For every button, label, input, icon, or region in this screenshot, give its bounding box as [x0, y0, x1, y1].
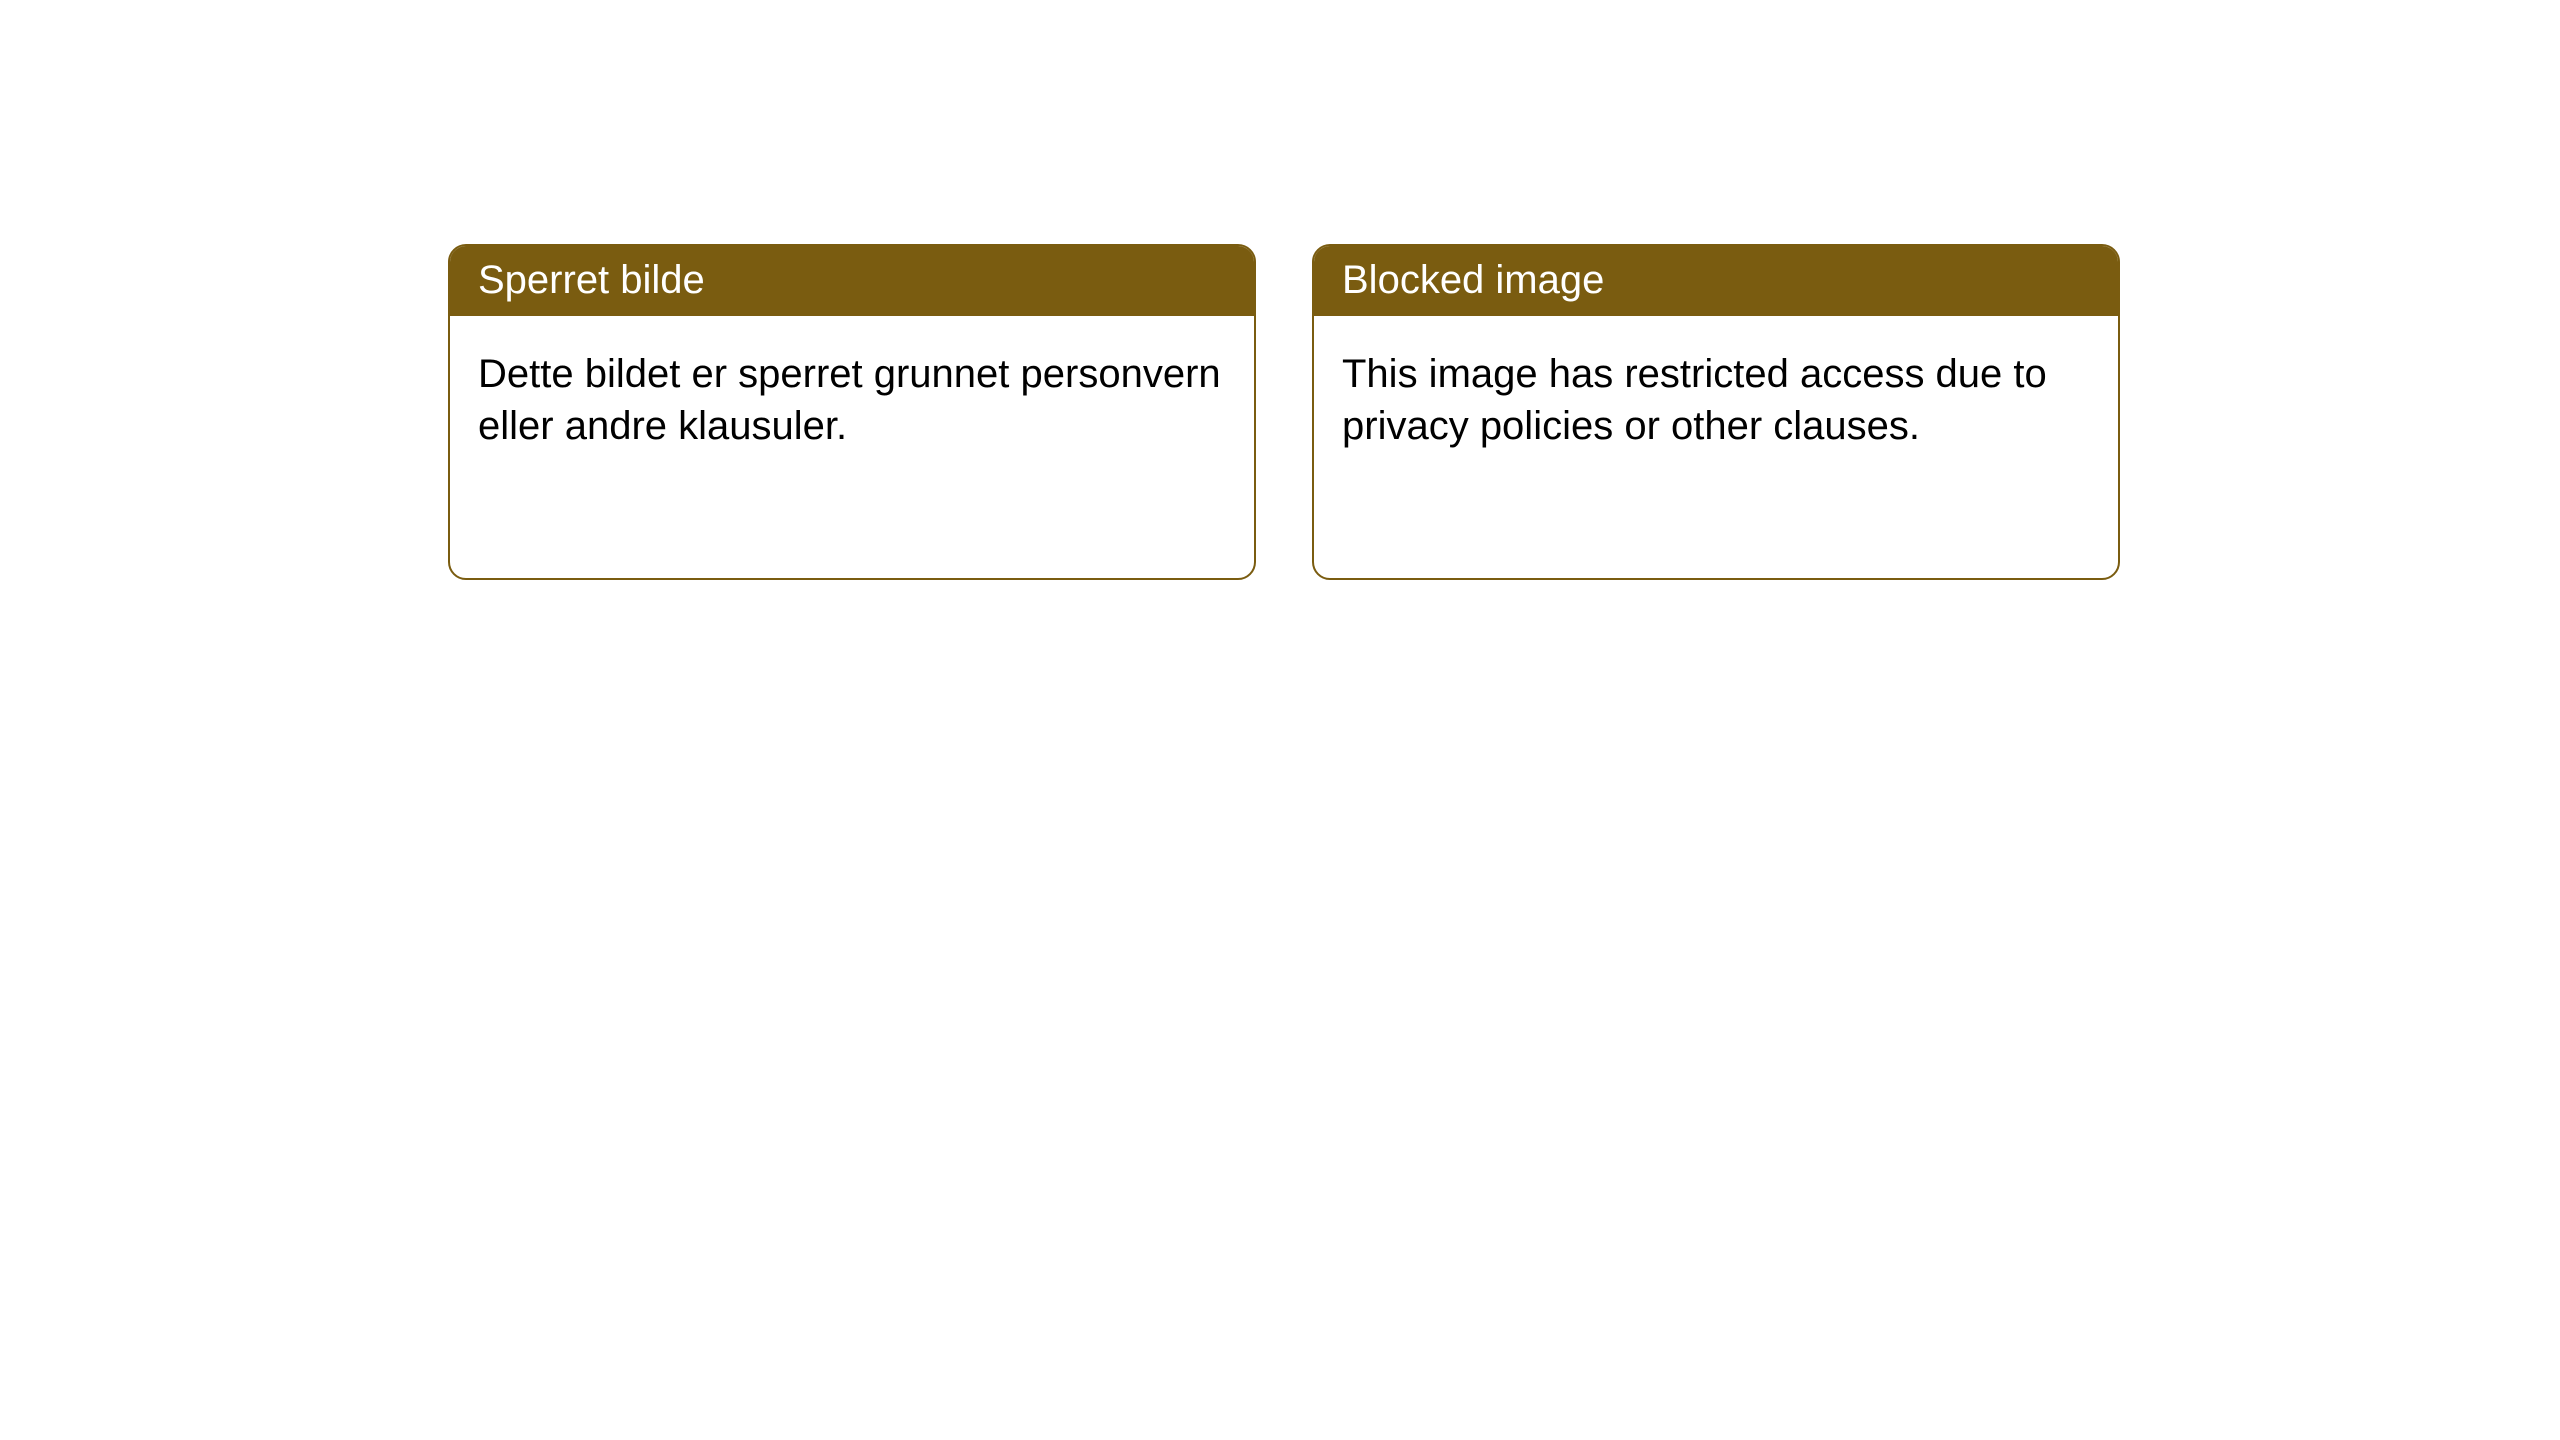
notice-container: Sperret bilde Dette bildet er sperret gr… [0, 0, 2560, 580]
notice-card-norwegian: Sperret bilde Dette bildet er sperret gr… [448, 244, 1256, 580]
card-header: Sperret bilde [450, 246, 1254, 316]
card-body-text: This image has restricted access due to … [1342, 352, 2047, 448]
card-body: This image has restricted access due to … [1314, 316, 2118, 484]
card-body: Dette bildet er sperret grunnet personve… [450, 316, 1254, 484]
card-body-text: Dette bildet er sperret grunnet personve… [478, 352, 1221, 448]
card-title: Sperret bilde [478, 258, 705, 302]
card-title: Blocked image [1342, 258, 1604, 302]
notice-card-english: Blocked image This image has restricted … [1312, 244, 2120, 580]
card-header: Blocked image [1314, 246, 2118, 316]
